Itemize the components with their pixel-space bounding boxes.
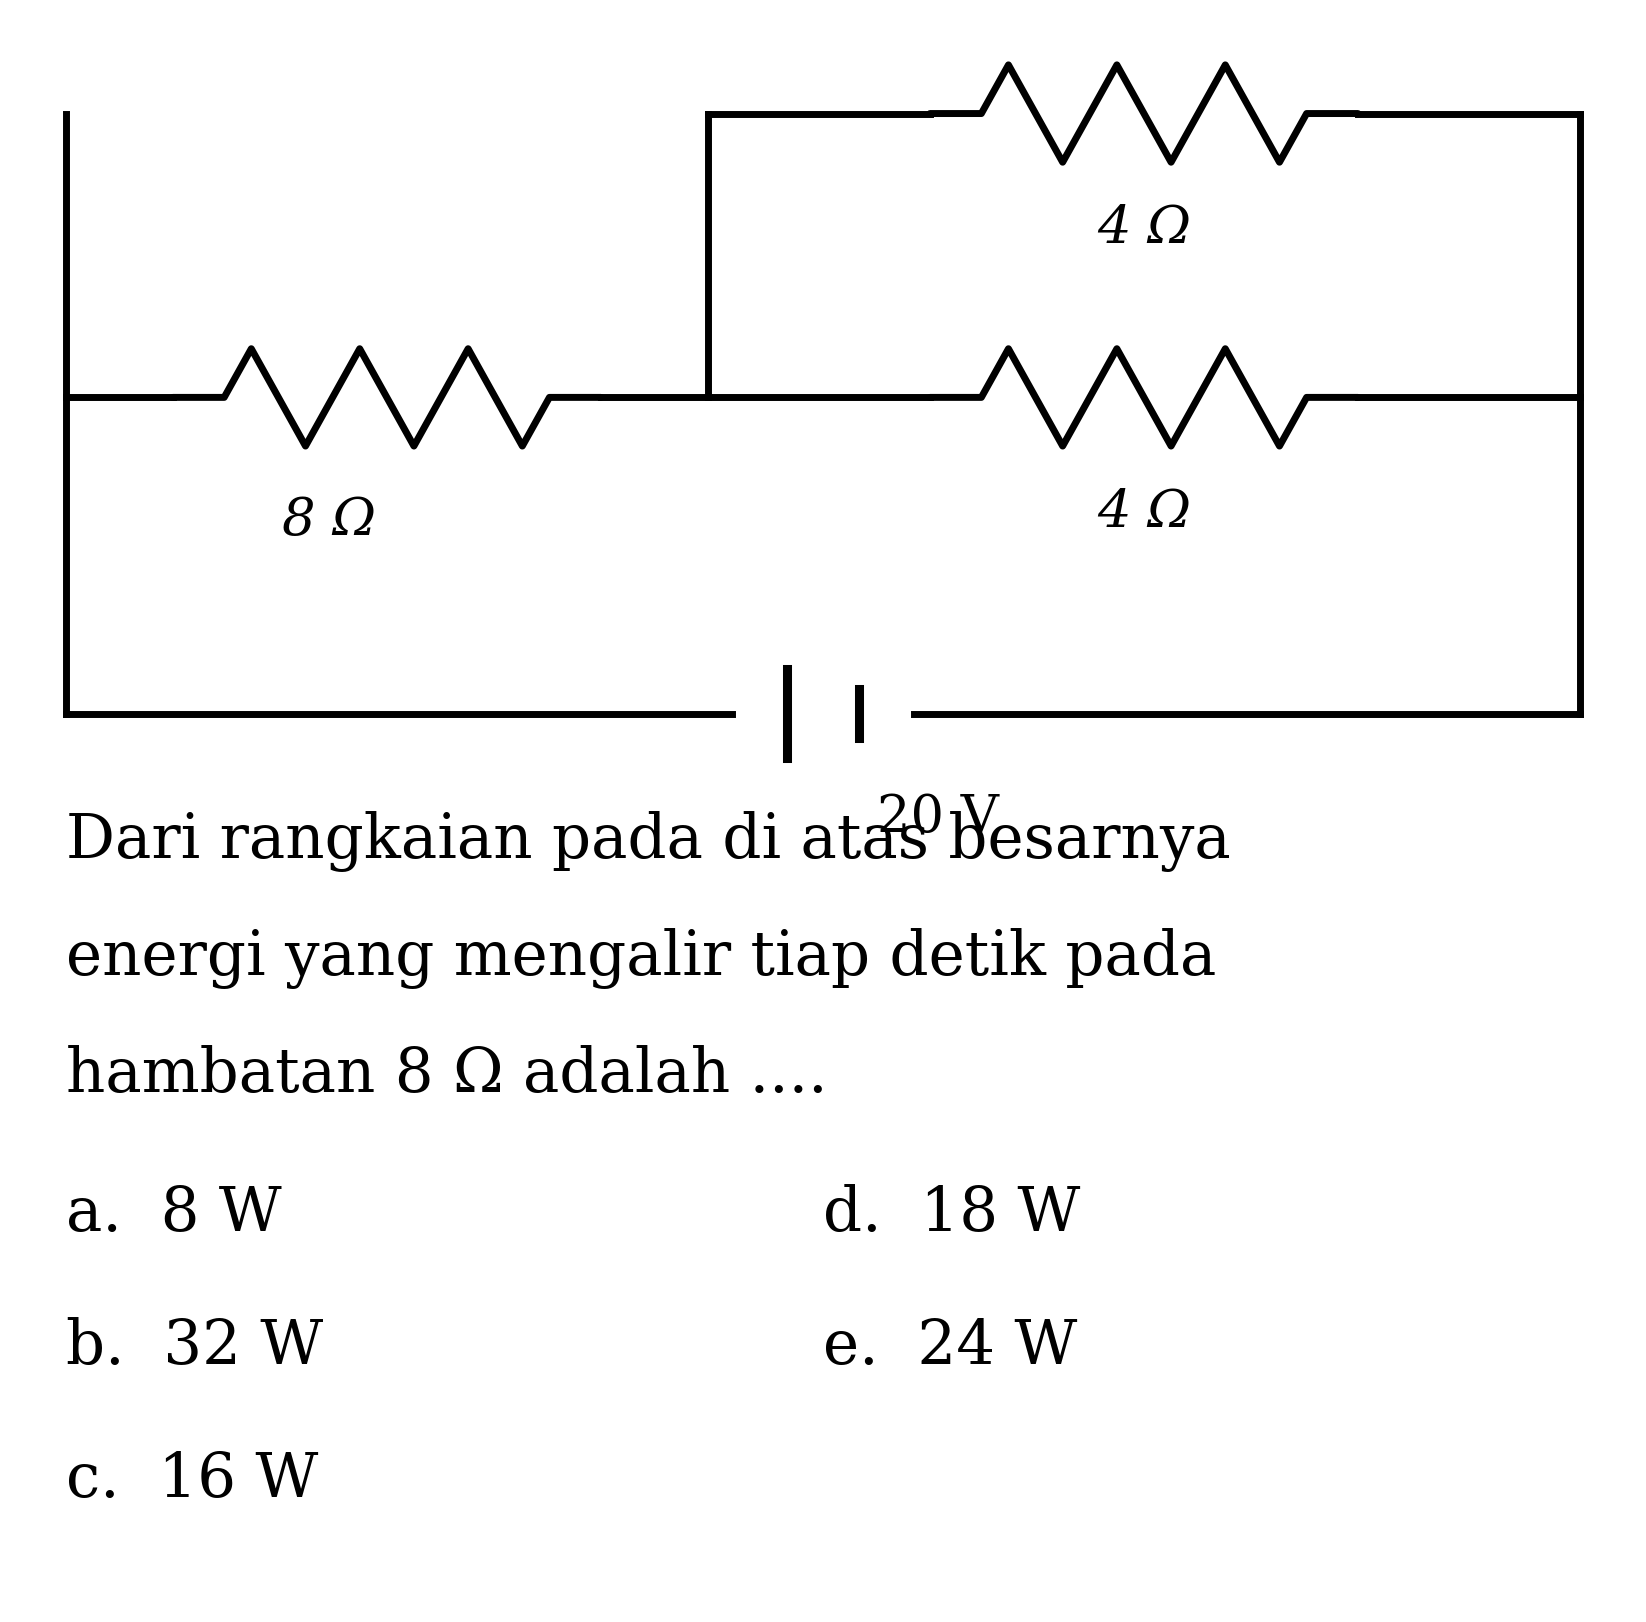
Text: c.  16 W: c. 16 W [66,1450,318,1510]
Text: hambatan 8 Ω adalah ....: hambatan 8 Ω adalah .... [66,1045,828,1105]
Text: d.  18 W: d. 18 W [823,1184,1080,1244]
Text: energi yang mengalir tiap detik pada: energi yang mengalir tiap detik pada [66,928,1216,989]
Text: 4 Ω: 4 Ω [1096,487,1192,537]
Text: b.  32 W: b. 32 W [66,1317,323,1377]
Text: e.  24 W: e. 24 W [823,1317,1076,1377]
Text: 20 V: 20 V [877,792,999,842]
Text: 4 Ω: 4 Ω [1096,203,1192,253]
Text: 8 Ω: 8 Ω [281,495,377,545]
Text: Dari rangkaian pada di atas besarnya: Dari rangkaian pada di atas besarnya [66,811,1231,873]
Text: a.  8 W: a. 8 W [66,1184,281,1244]
